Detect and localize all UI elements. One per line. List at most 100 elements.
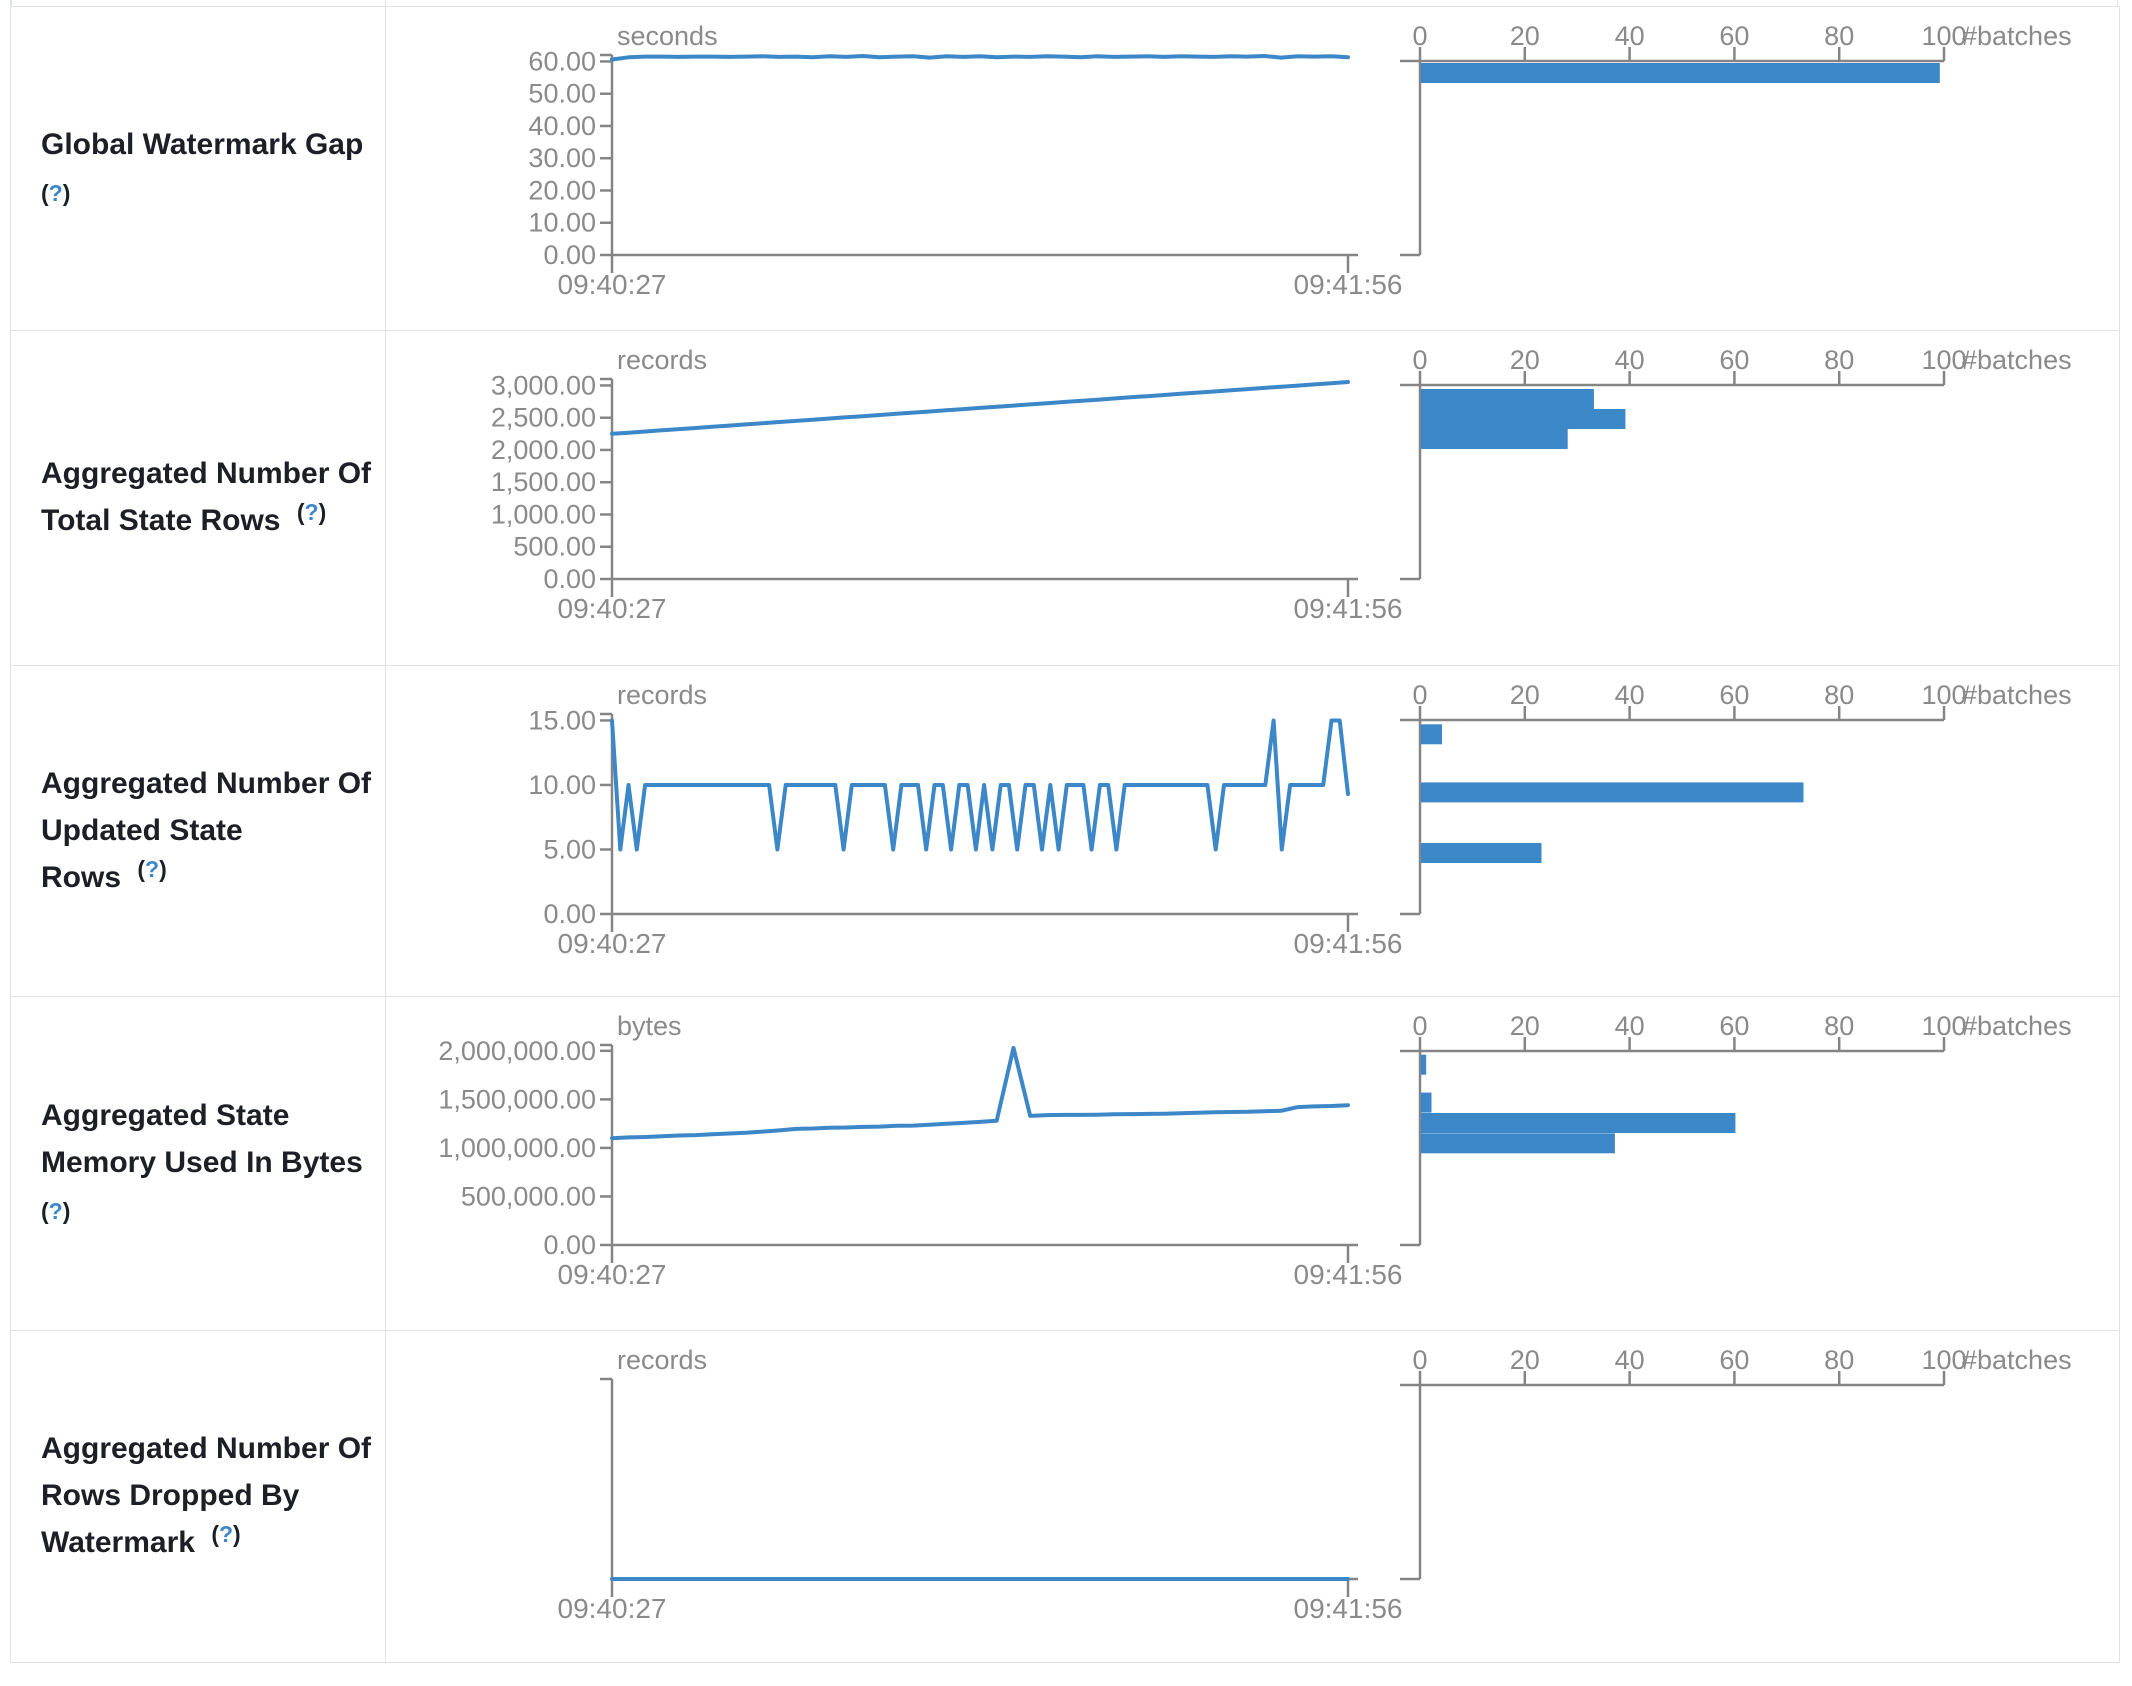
help-link[interactable]: ? bbox=[218, 1521, 234, 1547]
y-tick-label: 10.00 bbox=[528, 208, 596, 238]
metric-chart-cell: seconds 0.00 10.00 20.00 30.00 40.00 50.00 60.0… bbox=[386, 7, 2120, 330]
help-link[interactable]: ? bbox=[48, 179, 63, 206]
x-end-time: 09:41:56 bbox=[1293, 1259, 1402, 1290]
y-tick-label: 10.00 bbox=[528, 770, 596, 800]
help-link[interactable]: ? bbox=[145, 855, 160, 882]
hist-bar bbox=[1420, 63, 1940, 83]
metric-label: Global Watermark Gap (?) bbox=[41, 121, 363, 217]
hist-tick-label: 100 bbox=[1921, 1345, 1966, 1375]
hist-tick-label: 40 bbox=[1614, 345, 1644, 375]
hist-bar bbox=[1420, 1133, 1615, 1154]
hist-tick-label: 0 bbox=[1412, 680, 1427, 710]
hist-bar bbox=[1420, 782, 1803, 803]
unit-label: records bbox=[617, 680, 707, 710]
hist-axis-label: #batches bbox=[1962, 21, 2072, 51]
x-start-time: 09:40:27 bbox=[557, 593, 666, 624]
x-start-time: 09:40:27 bbox=[557, 1593, 666, 1624]
hist-tick-label: 60 bbox=[1719, 680, 1749, 710]
metric-label-cell: Aggregated Number Of Rows Dropped By Water… bbox=[11, 1331, 386, 1662]
metric-chart-cell: records 09:40:27 09:41:56 0 20 40 60 80 100 #batc… bbox=[386, 1331, 2120, 1662]
unit-label: records bbox=[617, 345, 707, 375]
table-border-stub bbox=[10, 0, 12, 7]
hist-tick-label: 100 bbox=[1921, 21, 1966, 51]
metric-label-line: Aggregated Number Of bbox=[41, 766, 372, 800]
hist-bar bbox=[1420, 409, 1625, 429]
hist-bar bbox=[1420, 843, 1541, 863]
metric-label-line: Aggregated Number Of bbox=[41, 457, 372, 490]
hist-tick-label: 20 bbox=[1509, 345, 1539, 375]
help-link[interactable]: ? bbox=[304, 499, 319, 525]
hist-tick-label: 100 bbox=[1921, 345, 1966, 375]
hist-tick-label: 20 bbox=[1509, 1011, 1539, 1041]
help-tooltip: (?) bbox=[137, 855, 167, 882]
hist-tick-label: 60 bbox=[1719, 1345, 1749, 1375]
timeline-series bbox=[609, 380, 1350, 436]
x-end-time: 09:41:56 bbox=[1293, 593, 1402, 624]
metric-chart-cell: records 0.00 5.00 10.00 15.00 09:40:27 09:41:5… bbox=[386, 666, 2120, 996]
metric-label: Aggregated Number Of Total State Rows (?) bbox=[41, 450, 371, 546]
hist-tick-label: 80 bbox=[1824, 680, 1854, 710]
metric-label: Aggregated State Memory Used In Bytes (?) bbox=[41, 1092, 363, 1235]
hist-axis-label: #batches bbox=[1962, 680, 2072, 710]
y-tick-label: 0.00 bbox=[543, 240, 596, 270]
hist-tick-label: 0 bbox=[1412, 345, 1427, 375]
metric-label-line: Aggregated Number Of bbox=[41, 1432, 372, 1465]
hist-tick-label: 60 bbox=[1719, 345, 1749, 375]
x-start-time: 09:40:27 bbox=[557, 1259, 666, 1290]
metric-row: Global Watermark Gap (?) seconds 0.00 10.00 2… bbox=[11, 7, 2119, 331]
hist-bar bbox=[1420, 429, 1568, 449]
help-link[interactable]: ? bbox=[48, 1198, 63, 1224]
hist-bar bbox=[1420, 389, 1594, 409]
hist-tick-label: 0 bbox=[1412, 21, 1427, 51]
hist-bar bbox=[1420, 1092, 1431, 1113]
metric-label-cell: Aggregated State Memory Used In Bytes (?) bbox=[11, 997, 386, 1330]
unit-label: records bbox=[617, 1345, 707, 1375]
y-tick-label: 1,500.00 bbox=[490, 467, 595, 497]
metric-charts: bytes 0.00 500,000.00 1,000,000.00 1,500,000… bbox=[438, 1011, 2071, 1290]
unit-label: bytes bbox=[617, 1011, 682, 1041]
y-tick-label: 30.00 bbox=[528, 143, 596, 173]
y-tick-label: 2,500.00 bbox=[490, 403, 595, 433]
hist-bar bbox=[1420, 1054, 1426, 1075]
y-tick-label: 50.00 bbox=[528, 79, 596, 109]
hist-tick-label: 80 bbox=[1824, 1011, 1854, 1041]
y-tick-label: 1,000.00 bbox=[490, 499, 595, 529]
metric-label-line: Memory Used In Bytes bbox=[41, 1146, 363, 1179]
unit-label: seconds bbox=[617, 21, 718, 51]
help-tooltip: (?) bbox=[41, 179, 71, 206]
y-tick-label: 0.00 bbox=[543, 899, 596, 929]
hist-tick-label: 60 bbox=[1719, 1011, 1749, 1041]
help-tooltip: (?) bbox=[211, 1521, 241, 1547]
y-tick-label: 40.00 bbox=[528, 111, 596, 141]
metric-charts: records 0.00 5.00 10.00 15.00 09:40:27 09:41:5… bbox=[528, 680, 2072, 959]
y-tick-label: 2,000.00 bbox=[490, 435, 595, 465]
timeline-series bbox=[609, 718, 1350, 852]
metric-chart-cell: bytes 0.00 500,000.00 1,000,000.00 1,500,000… bbox=[386, 997, 2120, 1330]
timeline-series bbox=[609, 1045, 1350, 1141]
hist-tick-label: 0 bbox=[1412, 1011, 1427, 1041]
hist-tick-label: 0 bbox=[1412, 1345, 1427, 1375]
help-tooltip: (?) bbox=[296, 499, 327, 525]
hist-bar bbox=[1420, 724, 1442, 745]
metric-label: Aggregated Number Of Updated State Rows (… bbox=[41, 760, 375, 903]
y-tick-label: 2,000,000.00 bbox=[438, 1036, 596, 1066]
x-end-time: 09:41:56 bbox=[1293, 269, 1402, 300]
y-tick-label: 0.00 bbox=[543, 1230, 596, 1260]
hist-tick-label: 20 bbox=[1509, 680, 1539, 710]
hist-tick-label: 80 bbox=[1824, 21, 1854, 51]
metric-label-line: Rows Dropped By bbox=[41, 1479, 300, 1512]
hist-tick-label: 40 bbox=[1614, 21, 1644, 51]
metric-label-cell: Global Watermark Gap (?) bbox=[11, 7, 386, 330]
hist-tick-label: 40 bbox=[1614, 1345, 1644, 1375]
y-tick-label: 15.00 bbox=[528, 705, 596, 735]
y-tick-label: 1,500,000.00 bbox=[438, 1084, 596, 1114]
hist-tick-label: 80 bbox=[1824, 345, 1854, 375]
x-end-time: 09:41:56 bbox=[1293, 928, 1402, 959]
metric-label-line: Aggregated State bbox=[41, 1099, 290, 1132]
x-start-time: 09:40:27 bbox=[557, 269, 666, 300]
hist-axis-label: #batches bbox=[1962, 345, 2072, 375]
y-tick-label: 3,000.00 bbox=[490, 370, 595, 400]
metric-charts: records 09:40:27 09:41:56 0 20 40 60 80 100#batc… bbox=[557, 1345, 2071, 1624]
y-tick-label: 5.00 bbox=[543, 834, 596, 864]
hist-tick-label: 80 bbox=[1824, 1345, 1854, 1375]
